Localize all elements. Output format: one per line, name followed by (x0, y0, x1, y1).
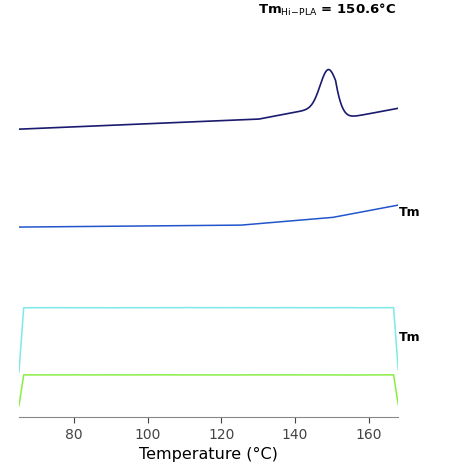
X-axis label: Temperature (°C): Temperature (°C) (139, 447, 278, 462)
Text: Tm: Tm (399, 331, 421, 344)
Text: Tm: Tm (399, 206, 421, 219)
Text: Tm$_{\mathrm{Hi\!-\!PLA}}$ = 150.6°C: Tm$_{\mathrm{Hi\!-\!PLA}}$ = 150.6°C (258, 2, 396, 18)
